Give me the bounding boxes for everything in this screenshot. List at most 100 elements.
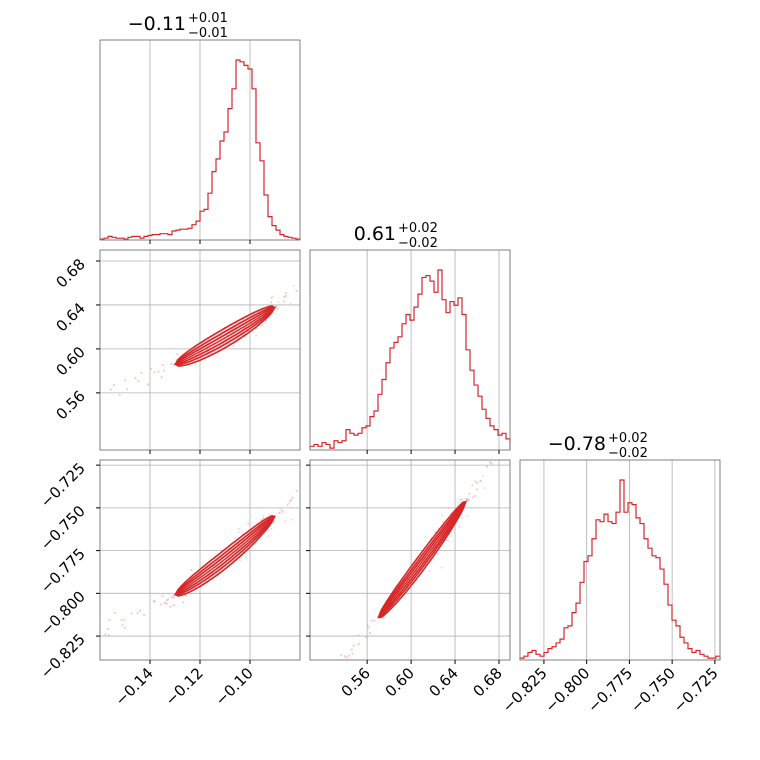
density-ridge: [175, 516, 275, 595]
sample-point: [458, 498, 461, 501]
panel-title-median-1: 0.61: [354, 223, 396, 245]
sample-point: [428, 570, 431, 573]
sample-point: [352, 644, 355, 647]
sample-point: [460, 498, 463, 501]
sample-point: [447, 507, 450, 510]
panel-title-minus-0: −0.01: [188, 26, 228, 41]
y-tick-label: −0.750: [37, 502, 89, 554]
sample-point: [262, 515, 265, 518]
sample-point: [291, 496, 294, 499]
panel-title-median-2: −0.78: [548, 433, 606, 455]
y-axis-1-labels: 0.56 0.60 0.64 0.68: [52, 255, 100, 423]
sample-point: [108, 619, 111, 622]
sample-point: [143, 613, 146, 617]
x-tick-label: 0.64: [426, 664, 462, 700]
sample-point: [278, 511, 281, 515]
sample-point: [170, 362, 173, 365]
sample-point: [138, 609, 142, 612]
sample-point: [104, 633, 107, 636]
x-tick-label: −0.12: [162, 664, 207, 709]
sample-point: [284, 519, 287, 522]
histogram-step-2: [519, 479, 721, 660]
panel-title-plus-2: +0.02: [608, 431, 648, 446]
histogram-step-0: [99, 59, 301, 240]
sample-point: [276, 307, 279, 311]
sample-point: [170, 596, 173, 599]
panel-frame: [519, 459, 721, 661]
sample-point: [325, 261, 327, 263]
x-axis-0-labels: −0.14 −0.12 −0.10: [112, 660, 257, 709]
y-axis-2-labels: −0.825−0.800−0.775−0.750−0.725: [37, 459, 100, 682]
histogram-panel-2: −0.78 +0.02−0.02: [519, 431, 721, 661]
sample-point: [182, 601, 185, 604]
sample-point: [382, 616, 385, 619]
sample-point: [109, 388, 112, 391]
sample-point: [373, 619, 376, 622]
sample-point: [482, 475, 485, 478]
sample-point: [161, 594, 164, 597]
panel-title-minus-1: −0.02: [398, 236, 438, 251]
sample-point: [244, 555, 247, 558]
sample-point: [340, 674, 342, 676]
sample-point: [450, 535, 453, 538]
sample-point: [126, 388, 129, 391]
panel-frame: [309, 459, 511, 661]
sample-point: [255, 334, 258, 337]
density-ridge: [175, 306, 275, 365]
sample-point: [350, 648, 353, 651]
sample-point: [260, 324, 263, 327]
sample-point: [295, 489, 298, 492]
density-ridge: [378, 501, 467, 618]
sample-point: [490, 462, 493, 465]
sample-point: [160, 376, 163, 379]
scatter-panel-0-1: [99, 249, 327, 451]
sample-point: [437, 527, 440, 530]
x-tick-label: 0.68: [469, 664, 505, 700]
sample-point: [268, 513, 271, 516]
sample-point: [120, 619, 123, 622]
sample-point: [441, 520, 444, 523]
sample-point: [465, 498, 468, 501]
sample-point: [489, 461, 492, 464]
sample-point: [324, 682, 326, 684]
y-tick-label: 0.60: [52, 343, 88, 379]
sample-point: [342, 663, 344, 665]
x-axis-0: [149, 240, 251, 244]
sample-point: [114, 611, 117, 614]
sample-point: [475, 488, 479, 491]
y-axis-inner: [306, 464, 310, 637]
sample-point: [441, 514, 444, 517]
sample-point: [289, 499, 292, 502]
y-tick-label: −0.725: [37, 459, 89, 511]
sample-point: [108, 634, 111, 637]
sample-point: [137, 380, 140, 383]
x-tick-label: −0.725: [670, 664, 722, 716]
sample-point: [136, 611, 139, 615]
scatter-panel-1-2: [309, 459, 511, 684]
sample-point: [364, 635, 368, 639]
sample-point: [163, 601, 167, 605]
sample-point: [447, 539, 450, 542]
sample-point: [321, 662, 323, 664]
sample-point: [343, 655, 347, 658]
sample-point: [486, 465, 489, 468]
sample-point: [368, 631, 372, 635]
sample-point: [287, 502, 290, 505]
sample-point: [233, 345, 236, 348]
x-axis-2-labels: −0.825−0.800−0.775−0.750−0.725: [499, 660, 722, 716]
x-axis-1: [366, 450, 500, 454]
sample-point: [366, 624, 369, 627]
x-tick-label: −0.775: [584, 664, 636, 716]
y-tick-label: 0.64: [52, 299, 88, 335]
sample-point: [288, 500, 292, 503]
sample-point: [357, 642, 360, 646]
sample-point: [270, 301, 273, 304]
sample-point: [367, 626, 370, 629]
sample-point: [468, 492, 471, 495]
sample-point: [480, 480, 483, 483]
sample-point: [340, 654, 343, 657]
sample-point: [238, 528, 241, 531]
sample-point: [169, 605, 172, 608]
sample-point: [284, 291, 288, 295]
sample-point: [247, 523, 250, 526]
